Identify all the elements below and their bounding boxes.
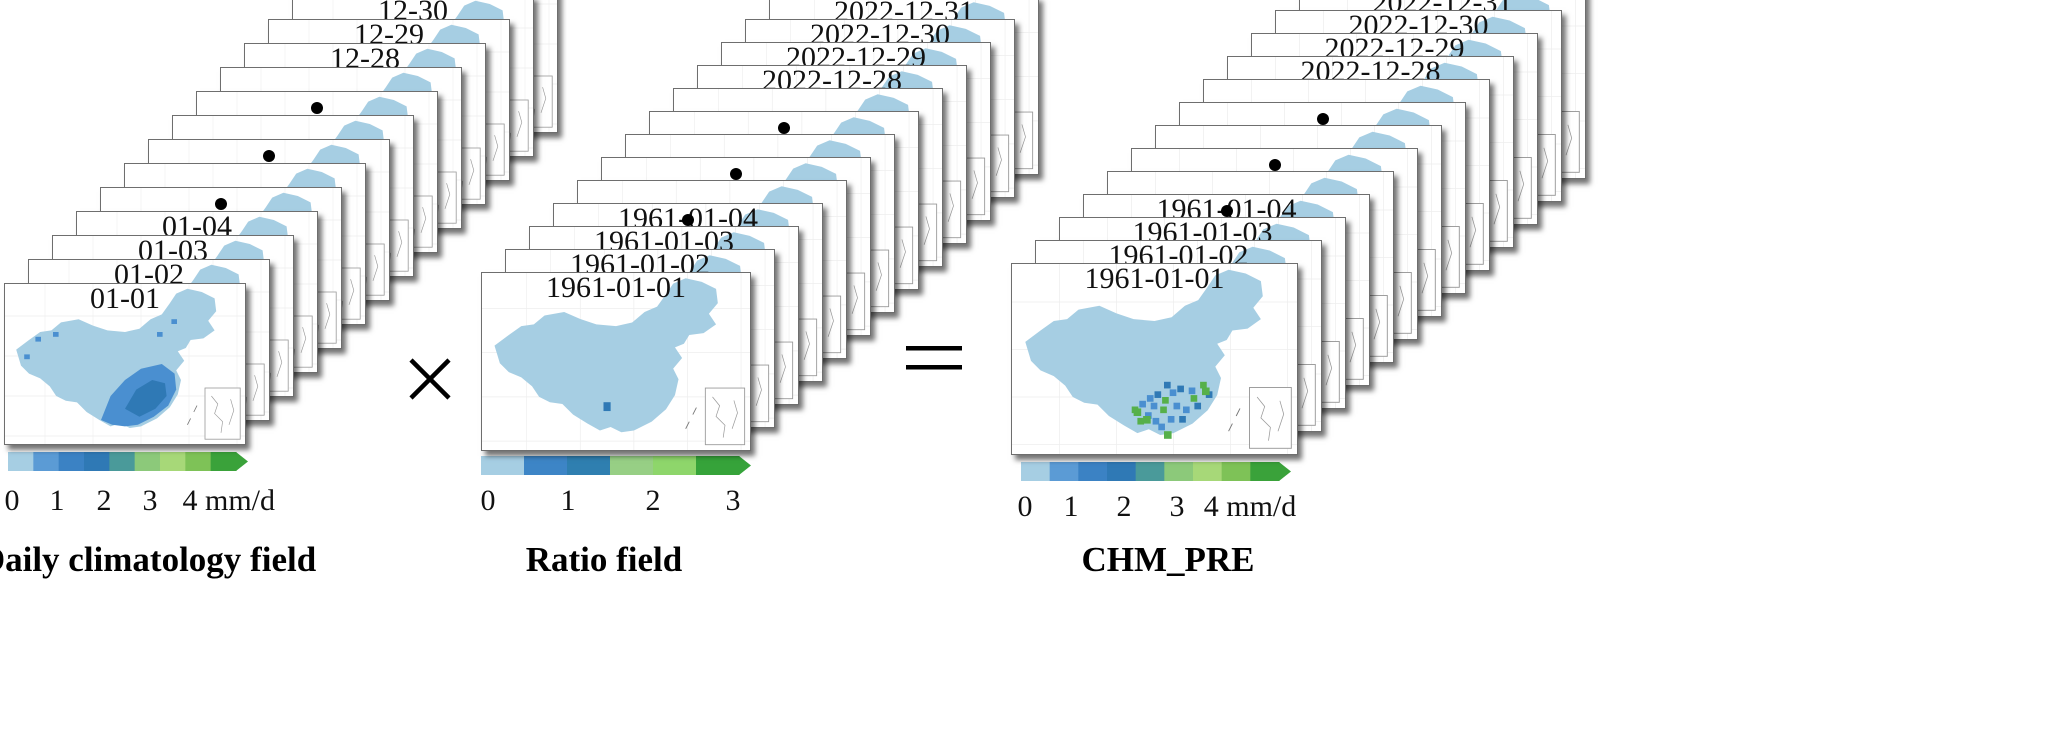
ellipsis-dot (311, 102, 323, 114)
ellipsis-dot (778, 122, 790, 134)
china-map (1012, 264, 1297, 454)
date-label: 1961-01-01 (546, 272, 686, 304)
colorbar-segment (109, 452, 136, 471)
colorbar-tick-label: 2 (1116, 490, 1132, 523)
colorbar-segment (1107, 462, 1137, 481)
colorbar-segment (1164, 462, 1194, 481)
colorbar-segment (610, 456, 654, 475)
date-label: 01-01 (90, 283, 160, 315)
colorbar-segment (1193, 462, 1223, 481)
colorbar-segment (33, 452, 60, 471)
colorbar-segment (1021, 462, 1051, 481)
ellipsis-dot (263, 150, 275, 162)
date-label: 1961-01-01 (1084, 263, 1225, 295)
colorbar-segment (58, 452, 85, 471)
colorbar-tick-label: 1 (49, 484, 65, 517)
colorbar-arrow (739, 456, 751, 475)
colorbar-segment (185, 452, 212, 471)
colorbar-segment (84, 452, 110, 471)
colorbar-segment (210, 452, 237, 471)
china-map (482, 273, 750, 450)
ellipsis-dot (1268, 159, 1281, 171)
colorbar-segment (1250, 462, 1280, 481)
panel-caption: CHM_PRE (1081, 540, 1255, 579)
colorbar (8, 452, 248, 471)
colorbar-segment (481, 456, 525, 475)
colorbar-tick-label: 0 (4, 484, 20, 517)
colorbar-segment (1049, 462, 1079, 481)
colorbar-segment (134, 452, 161, 471)
colorbar-tick-label: 3 (1169, 490, 1185, 523)
colorbar-tick-label: 4 (182, 484, 198, 517)
colorbar-segment (524, 456, 568, 475)
colorbar-tick-label: 4 mm/d (1203, 490, 1297, 523)
colorbar (481, 456, 751, 475)
ellipsis-dot (682, 214, 694, 226)
colorbar-segment (567, 456, 611, 475)
colorbar-segment (160, 452, 186, 471)
colorbar-tick-label: 0 (1017, 490, 1033, 523)
map-frame: 1961-01-01 (481, 272, 751, 451)
colorbar-tick-label: 2 (96, 484, 112, 517)
colorbar-tick-label: mm/d (204, 484, 276, 517)
map-frame: 1961-01-01 (1011, 263, 1298, 455)
colorbar-segment (696, 456, 740, 475)
colorbar-segment (8, 452, 34, 471)
colorbar-tick-label: 1 (560, 484, 576, 517)
colorbar-tick-label: 1 (1063, 490, 1079, 523)
colorbar-segment (653, 456, 697, 475)
colorbar-tick-label: 3 (725, 484, 741, 517)
ellipsis-dot (1220, 205, 1233, 217)
china-map (5, 284, 245, 444)
panel-caption: Ratio field (525, 540, 683, 579)
ellipsis-dot (215, 198, 227, 210)
colorbar-arrow (236, 452, 248, 471)
colorbar-tick-label: 2 (645, 484, 661, 517)
colorbar-tick-label: 3 (142, 484, 158, 517)
multiply-operator: × (409, 358, 451, 400)
colorbar-segment (1221, 462, 1251, 481)
colorbar-segment (1078, 462, 1108, 481)
map-frame: 01-01 (4, 283, 246, 445)
colorbar (1021, 462, 1291, 481)
colorbar-segment (1135, 462, 1165, 481)
equals-operator: = (906, 346, 962, 370)
colorbar-tick-label: 0 (480, 484, 496, 517)
panel-caption: Daily climatology field (0, 540, 317, 579)
colorbar-arrow (1279, 462, 1291, 481)
ellipsis-dot (1316, 113, 1329, 125)
ellipsis-dot (730, 168, 742, 180)
